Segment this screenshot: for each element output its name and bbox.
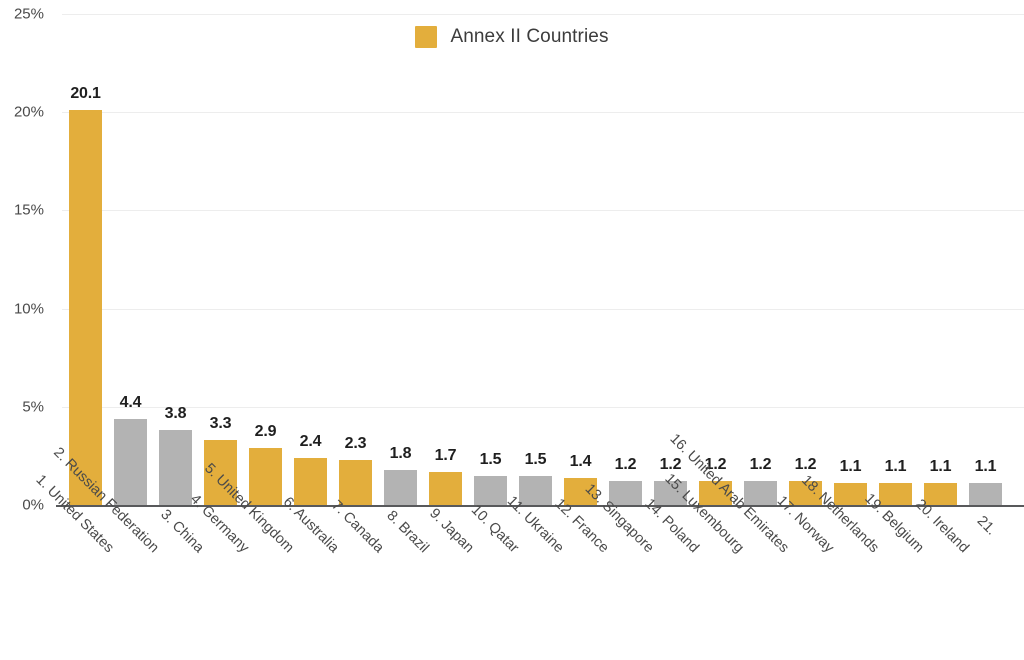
bar[interactable] — [204, 440, 237, 505]
bar-slot: 2.3 — [333, 0, 378, 505]
bar[interactable] — [249, 448, 282, 505]
y-axis-tick-label: 10% — [13, 300, 44, 318]
bar-value-label: 20.1 — [70, 85, 101, 103]
bar[interactable] — [699, 481, 732, 505]
x-axis-tick-label: 21. — [973, 513, 1000, 539]
bar-slot: 1.2 — [603, 0, 648, 505]
y-axis-tick-label: 20% — [13, 103, 44, 121]
x-axis-tick-label: 10. Qatar — [467, 502, 522, 557]
bar-value-label: 2.4 — [299, 432, 322, 450]
bar[interactable] — [69, 110, 102, 505]
bar-value-label: 4.4 — [119, 393, 142, 411]
bar[interactable] — [609, 481, 642, 505]
x-axis-tick-label: 17. Norway — [773, 492, 837, 557]
bar-slot: 1.2 — [693, 0, 738, 505]
bar[interactable] — [879, 483, 912, 505]
bar[interactable] — [159, 430, 192, 505]
bar-slot: 1.4 — [558, 0, 603, 505]
bar[interactable] — [564, 477, 597, 505]
bar-slot: 1.7 — [423, 0, 468, 505]
bar-value-label: 1.5 — [479, 450, 502, 468]
bar-value-label: 3.8 — [164, 405, 187, 423]
bar-slot: 2.9 — [243, 0, 288, 505]
bar-value-label: 1.2 — [704, 456, 727, 474]
x-axis-tick-label: 9. Japan — [426, 505, 477, 557]
x-axis-tick-label: 4. Germany — [186, 491, 252, 557]
x-axis-tick-label: 20. Ireland — [912, 496, 972, 557]
bar-slot: 2.4 — [288, 0, 333, 505]
x-axis-tick-label: 14. Poland — [641, 495, 702, 557]
gridline — [62, 406, 1024, 408]
bar[interactable] — [114, 418, 147, 505]
bar[interactable] — [294, 457, 327, 505]
bar-slot: 1.5 — [513, 0, 558, 505]
bar-value-label: 1.1 — [929, 458, 952, 476]
x-axis-tick-label: 8. Brazil — [383, 507, 432, 557]
bar[interactable] — [834, 483, 867, 505]
x-axis-tick-label: 12. France — [551, 495, 612, 557]
plot-area: 20.1 4.4 3.8 3.3 2.9 2.4 2.3 1.8 1.7 1.5 1.5 1.4 1.2… — [62, 0, 1024, 505]
bar-slot: 1.1 — [828, 0, 873, 505]
x-axis-tick-label: 7. Canada — [328, 497, 387, 557]
bar-slot: 1.2 — [738, 0, 783, 505]
bar-slot: 1.1 — [963, 0, 1008, 505]
bar-value-label: 1.1 — [839, 458, 862, 476]
x-axis-tick-label: 3. China — [157, 506, 207, 557]
bar[interactable] — [744, 481, 777, 505]
bar[interactable] — [924, 483, 957, 505]
bar-slot: 1.8 — [378, 0, 423, 505]
bar-value-label: 1.2 — [659, 456, 682, 474]
x-axis-labels: 1. United States 2. Russian Federation 3. … — [32, 430, 1024, 660]
bar-slot: 1.2 — [648, 0, 693, 505]
bar-value-label: 1.2 — [614, 456, 637, 474]
bar-value-label: 1.2 — [794, 456, 817, 474]
bar-value-label: 1.1 — [974, 458, 997, 476]
bar[interactable] — [654, 481, 687, 505]
x-axis-tick-label: 6. Australia — [279, 494, 342, 557]
bar[interactable] — [339, 459, 372, 505]
bar-value-label: 2.9 — [254, 423, 277, 441]
x-axis-tick-label: 19. Belgium — [861, 490, 927, 557]
bar-value-label: 1.8 — [389, 444, 412, 462]
x-axis-tick-label: 1. United States — [32, 471, 117, 557]
bar-slot: 1.2 — [783, 0, 828, 505]
bar[interactable] — [969, 483, 1002, 505]
bar[interactable] — [384, 469, 417, 505]
bar-slot: 1.1 — [873, 0, 918, 505]
x-axis-tick-label: 13. Singapore — [581, 480, 657, 557]
gridline — [62, 14, 1024, 15]
x-axis-tick-label: 18. Netherlands — [798, 472, 882, 557]
bar-slot: 3.8 — [153, 0, 198, 505]
bar-slot: 3.3 — [198, 0, 243, 505]
bar[interactable] — [429, 471, 462, 505]
x-axis-tick-label: 11. Ukraine — [503, 493, 567, 557]
y-axis-tick-label: 25% — [13, 5, 44, 23]
bar[interactable] — [474, 475, 507, 505]
x-axis-tick-label: 5. United Kingdom — [201, 460, 297, 557]
y-axis-tick-label: 0% — [22, 496, 44, 514]
x-axis-tick-label: 16. United Arab Emirates — [666, 430, 792, 557]
bar-value-label: 1.7 — [434, 446, 457, 464]
gridline — [62, 210, 1024, 212]
bar-slot: 1.1 — [918, 0, 963, 505]
bar-value-label: 1.4 — [569, 452, 592, 470]
gridline — [62, 308, 1024, 310]
x-axis-tick-label: 2. Russian Federation — [50, 444, 162, 557]
y-axis-tick-label: 5% — [22, 398, 44, 416]
y-axis-tick-label: 15% — [13, 201, 44, 219]
bar-slot: 4.4 — [108, 0, 153, 505]
bar-value-label: 2.3 — [344, 434, 367, 452]
bar[interactable] — [789, 481, 822, 505]
x-axis-line — [56, 505, 1024, 507]
bar-value-label: 3.3 — [209, 415, 232, 433]
bar-slot: 20.1 — [63, 0, 108, 505]
bar[interactable] — [519, 475, 552, 505]
bar-slot: 1.5 — [468, 0, 513, 505]
bar-value-label: 1.1 — [884, 458, 907, 476]
gridline — [62, 112, 1024, 114]
bar-value-label: 1.2 — [749, 456, 772, 474]
x-axis-tick-label: 15. Luxembourg — [661, 470, 747, 557]
bar-value-label: 1.5 — [524, 450, 547, 468]
